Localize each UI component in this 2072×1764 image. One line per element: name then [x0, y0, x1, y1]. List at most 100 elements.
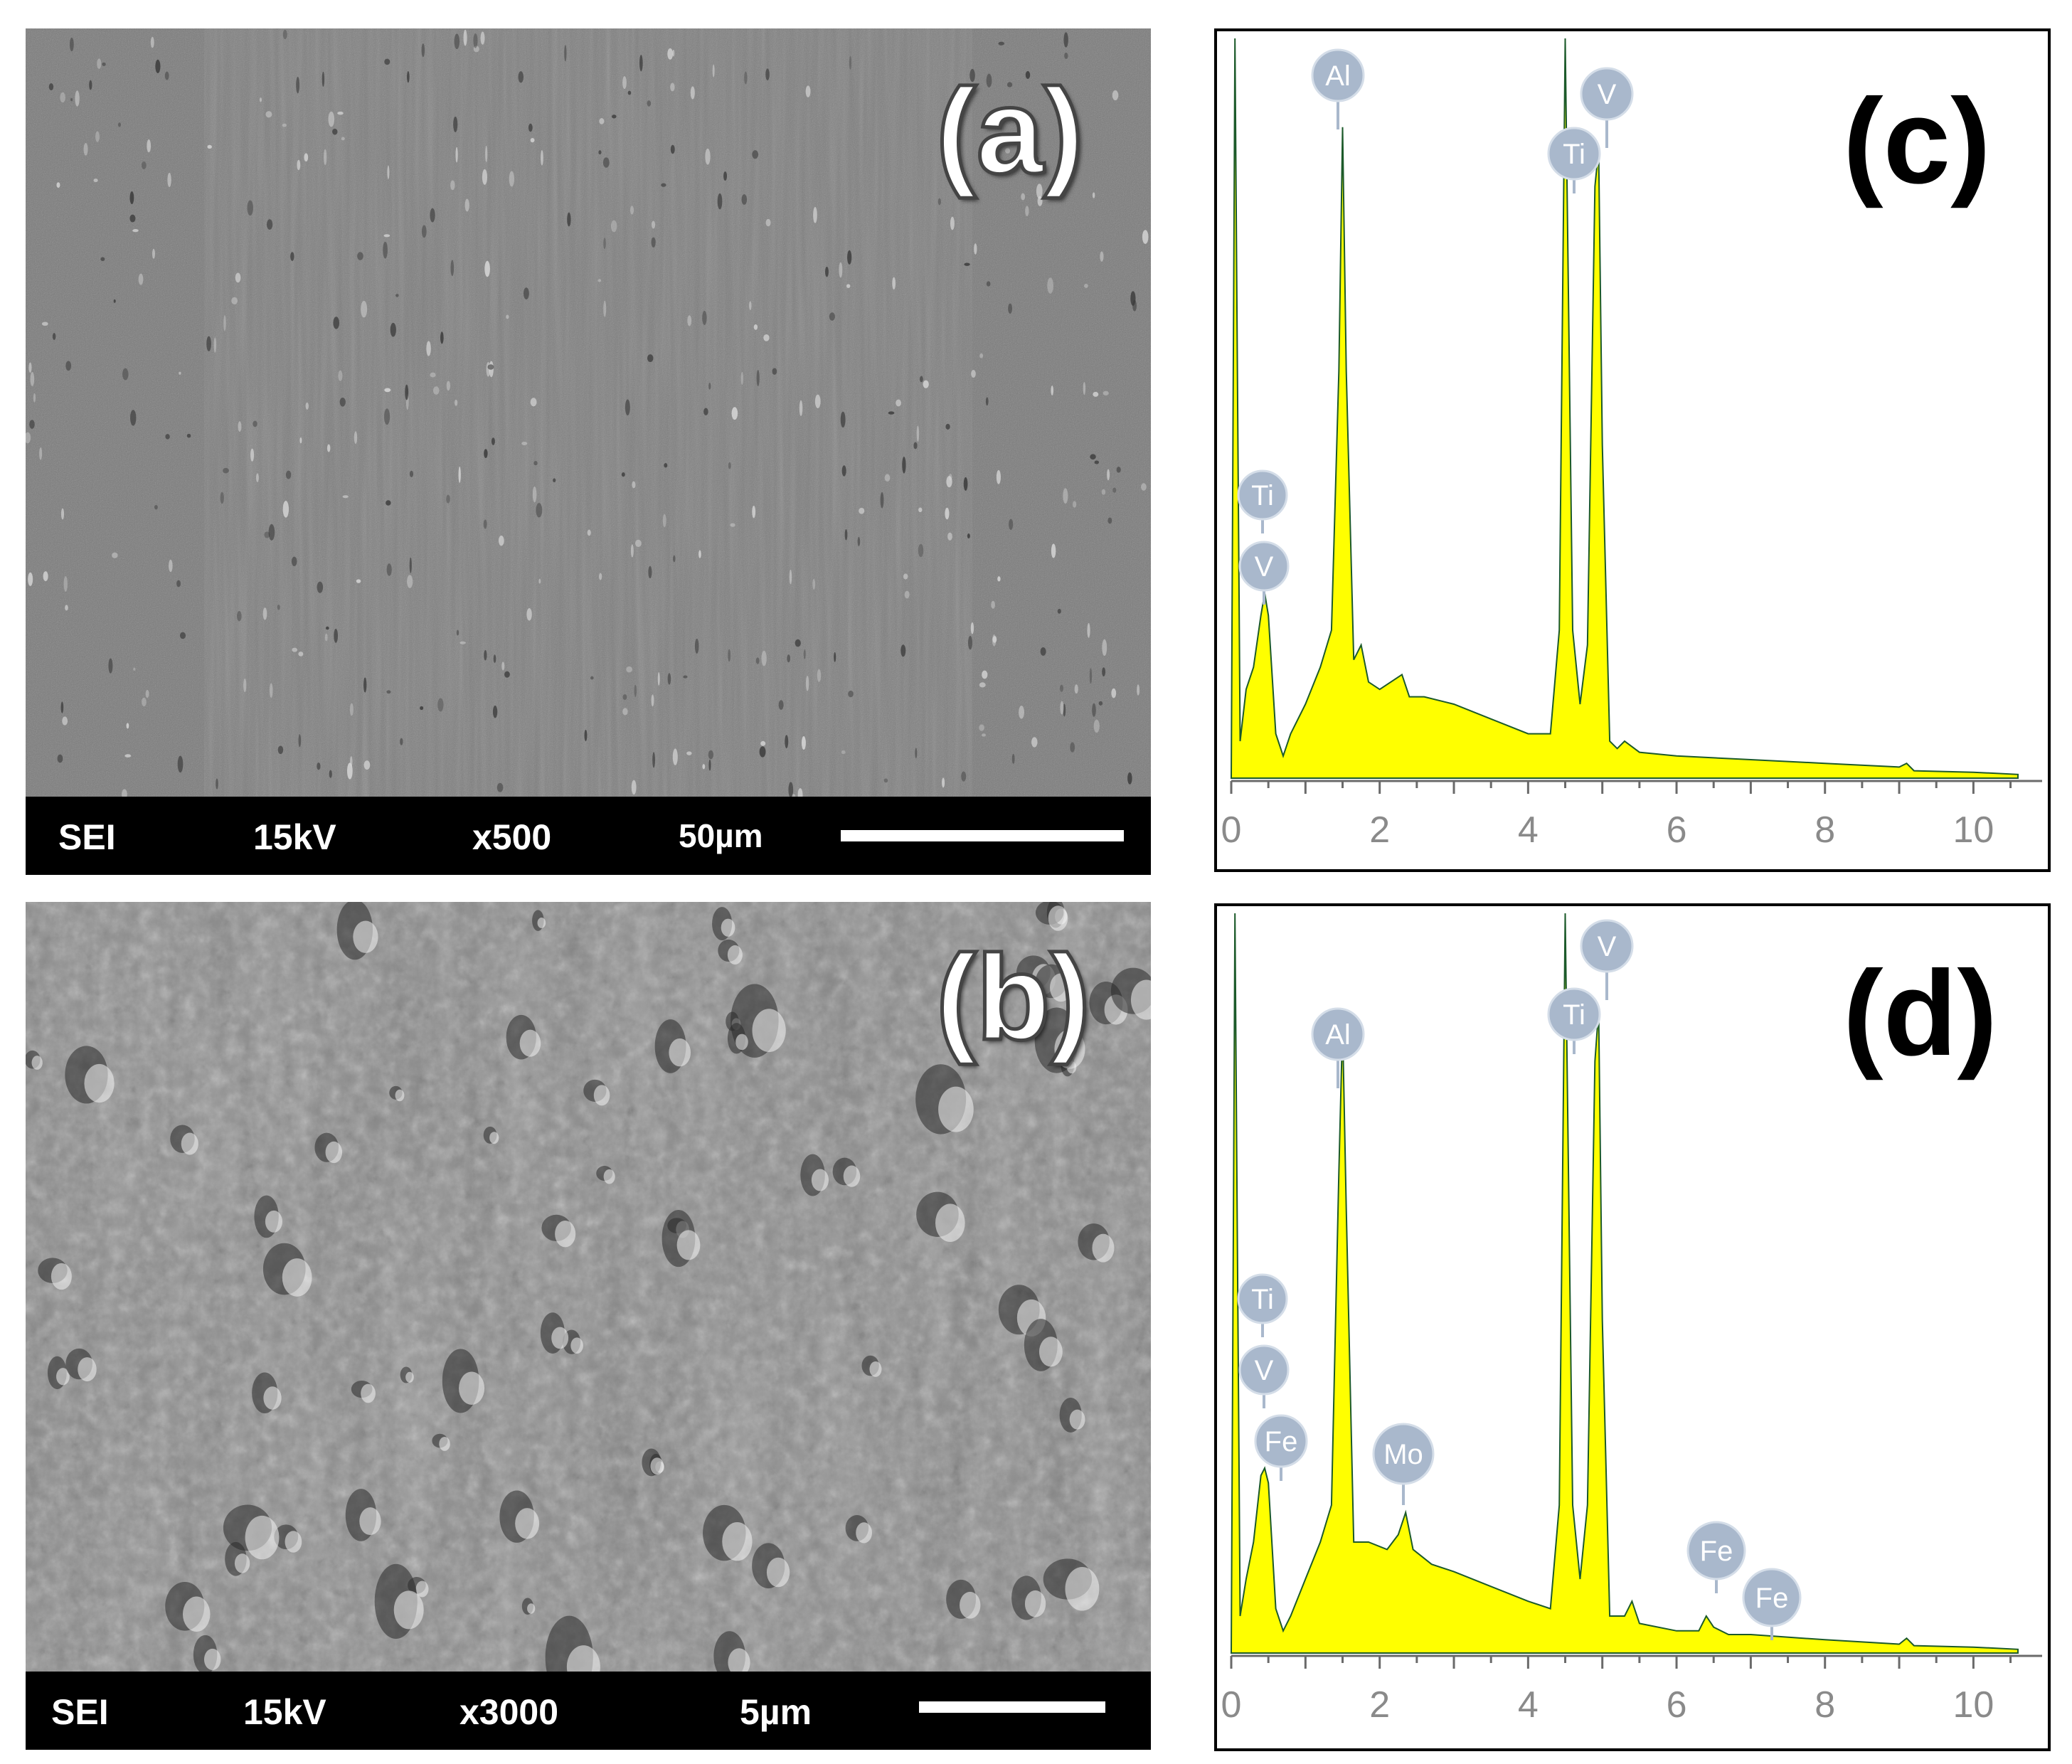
sem-info-bar-b: SEI 15kV x3000 5µm [26, 1672, 1151, 1750]
surface-speck [446, 494, 450, 504]
surface-speck [1009, 519, 1014, 530]
peak-tag: Al [1311, 48, 1365, 129]
surface-speck [947, 532, 952, 541]
surface-speck [317, 581, 324, 593]
surface-speck [840, 411, 846, 428]
peak-tag: Ti [1237, 469, 1288, 533]
surface-speck [268, 524, 275, 541]
surface-speck [83, 143, 88, 156]
surface-speck [1092, 703, 1096, 717]
surface-speck [118, 122, 121, 127]
surface-speck [789, 569, 792, 585]
surface-speck [602, 157, 610, 168]
surface-speck [997, 576, 1001, 582]
pit-bright-edge [669, 1038, 691, 1067]
surface-speck [409, 470, 414, 478]
surface-speck [70, 97, 73, 102]
surface-speck [296, 76, 300, 94]
surface-speck [52, 332, 56, 341]
peak-tag-label: Fe [1265, 1426, 1298, 1457]
surface-speck [290, 252, 294, 261]
surface-speck [1089, 668, 1093, 684]
surface-speck [487, 364, 494, 370]
surface-speck [455, 399, 458, 406]
surface-speck [752, 150, 759, 159]
surface-speck [1137, 684, 1140, 696]
peak-tag-badge [1238, 1344, 1290, 1396]
pit-bright-edge [405, 1371, 414, 1383]
surface-speck [639, 54, 643, 72]
surface-speck [982, 670, 988, 679]
surface-speck [538, 578, 541, 584]
surface-speck [797, 788, 803, 797]
surface-speck [265, 111, 272, 118]
surface-speck [760, 740, 766, 746]
surface-speck [342, 495, 349, 499]
peak-tag-badge [1311, 1007, 1365, 1061]
surface-speck [849, 55, 852, 70]
peak-tag-label: Ti [1563, 139, 1585, 170]
surface-speck [992, 636, 997, 643]
surface-speck [1059, 684, 1064, 692]
sem-scale-label: 5µm [740, 1692, 812, 1732]
surface-speck [1102, 639, 1107, 657]
peak-tag: V [1238, 541, 1290, 605]
surface-speck [1100, 251, 1104, 262]
surface-speck [440, 331, 444, 344]
surface-speck [553, 478, 556, 483]
surface-speck [634, 684, 637, 697]
surface-speck [795, 639, 801, 647]
peak-tag: V [1580, 67, 1634, 148]
surface-speck [708, 750, 714, 760]
surface-speck [673, 555, 676, 563]
surface-speck [521, 442, 528, 445]
surface-speck [324, 149, 327, 165]
peak-tag-badge [1547, 987, 1601, 1041]
surface-speck [518, 71, 524, 83]
surface-speck [325, 626, 329, 630]
surface-speck [857, 536, 861, 546]
surface-speck [264, 531, 270, 538]
surface-speck [622, 708, 628, 716]
pit-bright-edge [728, 1648, 750, 1672]
surface-speck [485, 145, 488, 163]
surface-speck [39, 447, 43, 460]
surface-speck [670, 144, 675, 154]
surface-speck [523, 287, 529, 299]
surface-speck [610, 220, 617, 233]
surface-speck [1021, 193, 1026, 201]
surface-speck [28, 572, 33, 586]
surface-speck [126, 723, 129, 729]
surface-speck [530, 137, 535, 143]
surface-speck [961, 771, 967, 782]
surface-speck [292, 647, 298, 652]
surface-speck [142, 697, 147, 707]
x-tick-label: 2 [1369, 1684, 1390, 1726]
surface-speck [817, 669, 822, 682]
surface-speck [530, 398, 537, 407]
surface-speck [761, 650, 767, 666]
surface-speck [667, 48, 674, 60]
peak-tag: Al [1311, 1007, 1365, 1088]
surface-speck [599, 118, 605, 124]
surface-speck [803, 649, 806, 659]
surface-speck [1090, 454, 1096, 460]
surface-speck [690, 86, 695, 100]
surface-speck [844, 528, 848, 541]
surface-speck [662, 514, 666, 528]
surface-speck [142, 161, 147, 170]
surface-speck [1057, 608, 1061, 614]
surface-speck [48, 83, 54, 91]
surface-speck [900, 644, 906, 657]
surface-speck [297, 159, 301, 171]
surface-speck [235, 272, 241, 283]
surface-speck [129, 191, 134, 204]
surface-speck [33, 393, 36, 403]
pit-bright-edge [735, 1034, 748, 1051]
surface-speck [341, 137, 345, 141]
pit-bright-edge [78, 1357, 97, 1382]
surface-speck [1005, 148, 1011, 154]
surface-speck [626, 666, 633, 673]
surface-speck [1098, 701, 1103, 706]
surface-speck [918, 543, 924, 558]
